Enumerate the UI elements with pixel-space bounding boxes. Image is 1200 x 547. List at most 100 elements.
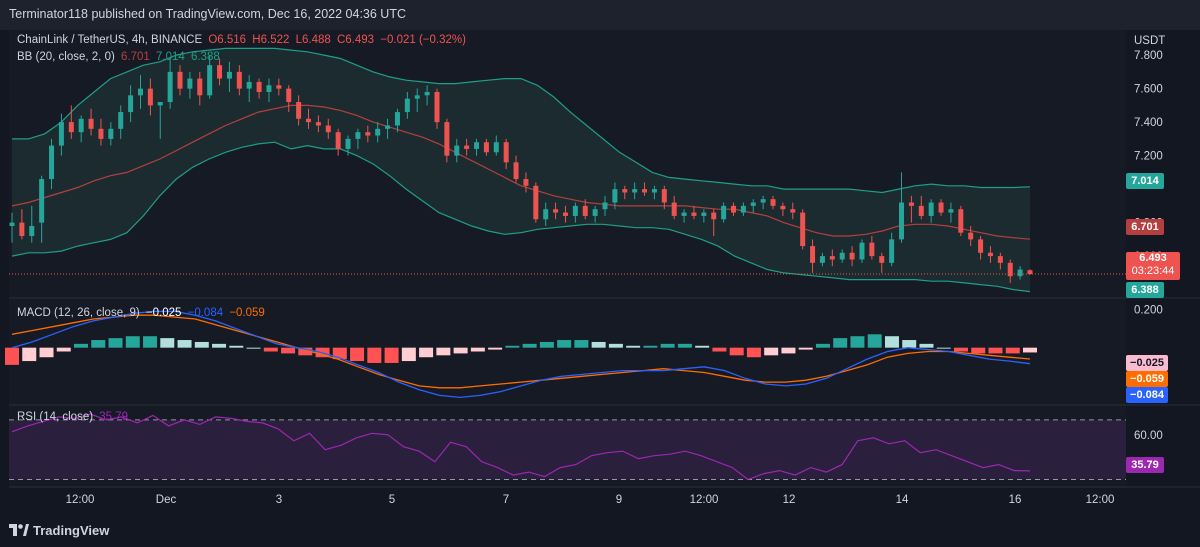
candle-body [197, 78, 203, 96]
macd-histogram-bar [1005, 347, 1020, 354]
candle-body [810, 246, 816, 263]
macd-legend-name[interactable]: MACD (12, 26, close, 9) [17, 307, 140, 319]
candle-body [908, 202, 914, 206]
candle-body [928, 202, 934, 216]
candle-body [118, 112, 124, 129]
candle-body [918, 205, 924, 216]
candle-body [19, 222, 25, 237]
candle-body [958, 209, 964, 233]
candle [721, 202, 727, 223]
macd-histogram-bar [263, 347, 278, 352]
bb-legend-lower: 6.388 [190, 51, 220, 63]
bb-legend-basis: 6.701 [121, 51, 150, 63]
candle-body [997, 256, 1003, 263]
candle [592, 205, 598, 223]
candle-body [770, 199, 776, 206]
candle-body [987, 252, 993, 257]
candle-body [978, 239, 984, 253]
candle [740, 202, 746, 216]
candle [810, 239, 816, 273]
candle [790, 202, 796, 220]
macd-histogram-bar [91, 340, 106, 348]
candle [908, 195, 914, 223]
macd-legend-line: −0.084 [187, 307, 224, 319]
candle [355, 128, 361, 149]
candle [207, 55, 213, 99]
macd-histogram-bar [212, 343, 227, 348]
candle [553, 202, 559, 220]
time-tick-label: 12:00 [1086, 494, 1115, 506]
rsi-line [11, 413, 1031, 481]
bb-legend-upper: 7.014 [155, 51, 185, 63]
candle-body [276, 85, 282, 89]
candle-body [207, 65, 213, 96]
candle [681, 209, 687, 223]
legend-open: O6.516 [208, 34, 247, 46]
legend-symbol[interactable]: ChainLink / TetherUS, 4h, BINANCE [17, 34, 203, 46]
candle [691, 205, 697, 220]
bb-legend-name[interactable]: BB (20, close, 2, 0) [17, 51, 115, 63]
candle [711, 209, 717, 237]
candle-body [464, 145, 470, 149]
macd-line [11, 310, 1031, 399]
candle-body [58, 122, 64, 146]
chart-canvas[interactable]: USDT7.8007.6007.4007.2006.8006.6000.2006… [0, 0, 1200, 517]
candle [780, 202, 786, 216]
tradingview-logo[interactable]: TradingView [9, 523, 109, 538]
macd-histogram-bar [660, 343, 675, 348]
candle [335, 128, 341, 156]
candle [839, 249, 845, 263]
candle-body [296, 102, 302, 119]
candle-body [98, 128, 104, 139]
candle [651, 185, 657, 200]
macd-histogram-bar [281, 347, 296, 354]
candle-body [375, 128, 381, 136]
candle-body [849, 252, 855, 260]
candle-body [108, 128, 114, 139]
macd-histogram-bar [246, 347, 261, 349]
macd-histogram-bar [936, 347, 951, 349]
tag-macd-line: −0.084 [1126, 387, 1168, 403]
candle-body [483, 142, 489, 153]
macd-histogram-bar [798, 347, 813, 350]
candle-body [651, 189, 657, 193]
candle [444, 118, 450, 163]
candle-body [622, 189, 628, 193]
time-tick-label: 9 [616, 494, 622, 506]
candle-body [355, 132, 361, 139]
candle [464, 138, 470, 156]
bar-countdown: 03:23:44 [1131, 265, 1175, 277]
rsi-legend: RSI (14, close) 35.79 [17, 411, 131, 423]
candle [958, 205, 964, 237]
candle [177, 65, 183, 96]
candle [819, 252, 825, 267]
price-tick-label: 7.400 [1134, 117, 1163, 129]
candle-body [147, 88, 153, 106]
macd-histogram-bar [557, 340, 572, 348]
candle-body [750, 202, 756, 206]
legend-change: −0.021 (−0.32%) [380, 34, 466, 46]
candle [730, 202, 736, 216]
candle-body [345, 138, 351, 149]
candle [1017, 266, 1023, 280]
candle-body [879, 256, 885, 263]
candle [88, 108, 94, 136]
candle-body [9, 222, 15, 226]
candle-body [859, 242, 865, 260]
candle [750, 199, 756, 213]
candle-body [582, 205, 588, 216]
tradingview-brand: TradingView [33, 523, 110, 538]
candle [375, 122, 381, 143]
candle [483, 138, 489, 156]
rsi-legend-name[interactable]: RSI (14, close) [17, 411, 94, 423]
rsi-band-fill [9, 419, 1126, 480]
macd-histogram-bar [815, 343, 830, 348]
macd-histogram-bar [56, 347, 71, 352]
candle [997, 252, 1003, 270]
macd-histogram-bar [384, 347, 399, 363]
candle [503, 138, 509, 170]
candle-body [49, 145, 55, 180]
candle [108, 122, 114, 146]
candle [454, 138, 460, 163]
